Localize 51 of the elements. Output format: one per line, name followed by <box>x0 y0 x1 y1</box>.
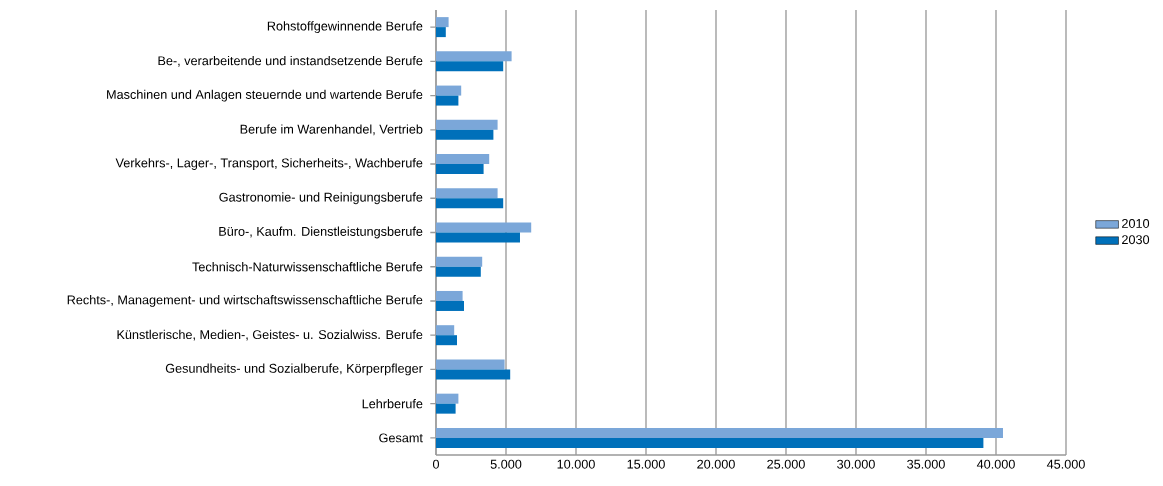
y-tick-label: Gastronomie- und Reinigungsberufe <box>219 192 423 205</box>
x-tick-label: 15.000 <box>627 459 665 469</box>
y-tick-label: Rechts-, Management- und wirtschaftswissenschaftliche Berufe <box>67 295 423 307</box>
x-tick-label: 25.000 <box>767 459 805 469</box>
bar <box>436 222 532 233</box>
bar <box>436 369 511 380</box>
x-tick-label: 30.000 <box>837 459 875 469</box>
bar <box>436 325 455 336</box>
y-tick-label: Maschinen und Anlagen steuernde und wartende Berufe <box>107 89 423 102</box>
x-tick-label: 5.000 <box>490 459 522 469</box>
x-tick-label: 10.000 <box>557 459 595 469</box>
y-tick-label: Technisch-Naturwissenschaftliche Berufe <box>192 262 423 272</box>
bar <box>436 437 984 448</box>
bar <box>436 266 481 277</box>
bar <box>436 154 490 165</box>
bar <box>436 300 464 311</box>
y-tick-label: Berufe im Warenhandel, Vertrieb <box>240 124 423 136</box>
bar <box>436 359 505 370</box>
y-tick-label: Rohstoffgewinnende Berufe <box>267 21 423 34</box>
y-tick-label: Verkehrs-, Lager-, Transport, Sicherheits-, Wachberufe <box>115 158 423 170</box>
bar <box>436 232 520 243</box>
bar <box>436 17 449 28</box>
bar <box>436 403 456 414</box>
bar <box>436 393 459 404</box>
bar <box>436 119 498 130</box>
bar <box>436 27 446 38</box>
bar <box>436 335 457 346</box>
x-tick-label: 40.000 <box>976 459 1015 469</box>
bar <box>436 164 484 175</box>
y-tick-label: Be-, verarbeitende und instandsetzende Berufe <box>158 55 423 67</box>
bar <box>436 51 512 62</box>
x-tick-label: 20.000 <box>697 459 735 469</box>
bar <box>436 129 494 140</box>
y-tick-label: Künstlerische, Medien-, Geistes- u. Sozialwiss. Berufe <box>117 329 423 341</box>
bar <box>436 188 498 199</box>
x-tick-label: 0 <box>432 459 440 469</box>
x-tick-label: 35.000 <box>907 459 945 469</box>
bar <box>436 256 483 267</box>
bar <box>436 427 1003 438</box>
bar <box>436 85 462 96</box>
legend-label: 2010 <box>1122 218 1150 228</box>
x-tick-label: 45.000 <box>1046 459 1085 469</box>
bar <box>436 95 459 106</box>
bar <box>436 61 504 72</box>
legend-label: 2030 <box>1122 235 1150 245</box>
y-tick-label: Gesamt <box>379 433 423 443</box>
y-tick-label: Gesundheits- und Sozialberufe, Körperpfleger <box>165 363 423 376</box>
bar <box>436 290 463 301</box>
y-tick-label: Lehrberufe <box>362 399 423 409</box>
bar <box>436 198 504 209</box>
y-tick-label: Büro-, Kaufm. Dienstleistungsberufe <box>219 226 423 239</box>
